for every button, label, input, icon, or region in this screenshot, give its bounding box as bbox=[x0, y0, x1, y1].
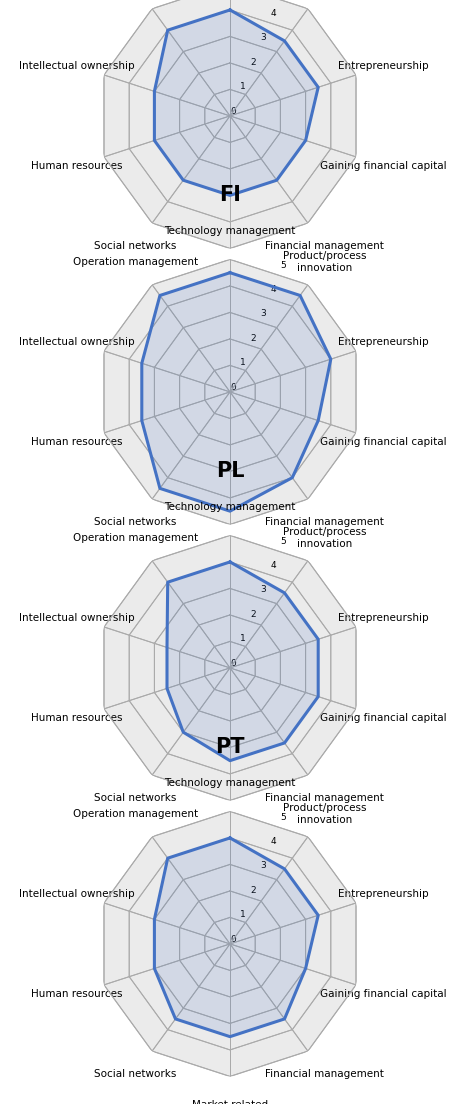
Polygon shape bbox=[141, 273, 330, 511]
Title: PL: PL bbox=[215, 461, 244, 481]
Polygon shape bbox=[104, 535, 355, 800]
Polygon shape bbox=[104, 259, 355, 524]
Title: FI: FI bbox=[218, 185, 241, 205]
Title: PT: PT bbox=[215, 737, 244, 757]
Polygon shape bbox=[104, 811, 355, 1076]
Polygon shape bbox=[167, 562, 318, 761]
Polygon shape bbox=[154, 10, 318, 195]
Polygon shape bbox=[154, 838, 318, 1037]
Polygon shape bbox=[104, 0, 355, 248]
